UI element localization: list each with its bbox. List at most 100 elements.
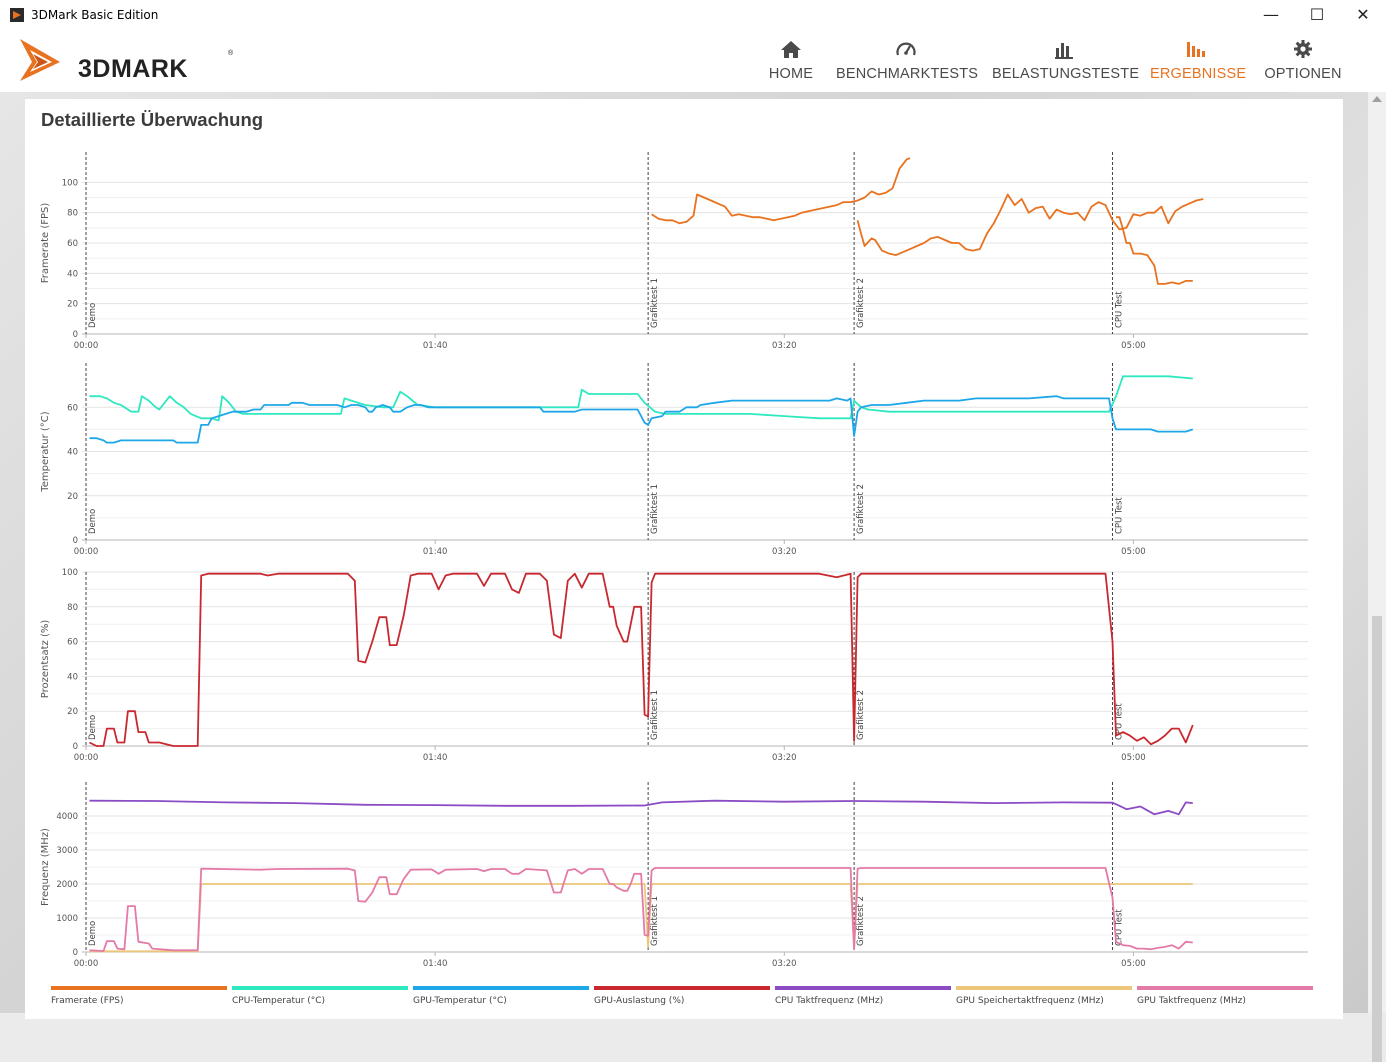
logo-text: 3DMARK [78,55,188,83]
nav-home-label: HOME [768,66,814,82]
y-tick-label: 20 [67,300,78,310]
scroll-up-arrow-icon[interactable] [1372,96,1382,102]
results-chart-icon [1187,42,1205,57]
x-tick-label: 01:40 [423,547,448,557]
window-titlebar: 3DMark Basic Edition — ☐ ✕ [0,0,1386,30]
y-tick-label: 80 [67,603,78,613]
chart-framerate: 0 20 40 60 80 100 00:00 01:40 03:20 05:00 Framerat… [40,152,1308,351]
legend-label: CPU Taktfrequenz (MHz) [775,996,884,1006]
panel-title: Detaillierte Überwachung [41,109,264,130]
nav-benchmarktests-label: BENCHMARKTESTS [836,66,979,82]
minimize-button[interactable]: — [1263,5,1279,24]
legend-color-swatch [232,986,408,990]
y-tick-label: 0 [73,948,78,958]
gear-icon [1294,40,1312,58]
x-tick-label: 03:20 [772,959,797,969]
x-tick-label: 05:00 [1121,959,1146,969]
y-tick-label: 60 [67,638,78,648]
y-tick-label: 100 [62,178,78,188]
test-marker-label: CPU Test [1114,703,1124,740]
x-tick-label: 03:20 [772,547,797,557]
legend-label: Framerate (FPS) [51,996,124,1006]
series-line-framerate-fps [1116,216,1193,285]
monitoring-charts: 0 20 40 60 80 100 00:00 01:40 03:20 05:00 Framerat… [40,152,1308,969]
nav-ergebnisse-label: ERGEBNISSE [1150,66,1247,82]
y-axis-label: Framerate (FPS) [40,203,51,284]
legend-color-swatch [775,986,951,990]
legend-color-swatch [51,986,227,990]
nav-home[interactable]: HOME [762,30,820,92]
y-tick-label: 1000 [56,914,78,924]
x-tick-label: 05:00 [1121,753,1146,763]
x-tick-label: 01:40 [423,959,448,969]
logo-registered-mark: ® [228,50,234,57]
3dmark-logo[interactable]: 3DMARK ® [16,36,233,87]
legend-label: GPU-Auslastung (%) [594,996,685,1006]
x-tick-label: 00:00 [74,547,99,557]
y-tick-label: 40 [67,448,78,458]
y-tick-label: 60 [67,239,78,249]
legend-color-swatch [413,986,589,990]
bar-chart-icon [1055,43,1073,59]
legend-label: GPU Taktfrequenz (MHz) [1137,996,1246,1006]
legend-color-swatch [956,986,1132,990]
window-title: 3DMark Basic Edition [31,8,159,22]
y-axis-label: Frequenz (MHz) [40,828,51,906]
series-line-gpu-taktfrequenz-mhz [89,867,1193,952]
logo-mark-icon [20,39,60,81]
y-tick-label: 4000 [56,812,78,822]
y-tick-label: 40 [67,672,78,682]
series-line-framerate-fps [651,157,911,225]
test-marker-label: Demo [88,715,98,740]
app-header: 3DMARK ® HOME BENCHMARKTESTS BELASTUNGST… [0,30,1386,92]
test-marker-label: Grafiktest 2 [856,484,866,534]
test-marker-label: Grafiktest 1 [650,896,660,946]
test-marker-label: Grafiktest 1 [650,484,660,534]
nav-optionen-label: OPTIONEN [1264,66,1342,82]
x-tick-label: 03:20 [772,753,797,763]
y-tick-label: 100 [62,568,78,578]
nav-optionen[interactable]: OPTIONEN [1260,30,1346,92]
x-tick-label: 00:00 [74,959,99,969]
test-marker-label: CPU Test [1114,291,1124,328]
chart-gpu-load: 0 20 40 60 80 100 00:00 01:40 03:20 05:00 Prozents… [40,568,1308,763]
nav-benchmarktests[interactable]: BENCHMARKTESTS [836,30,979,92]
y-axis-label: Prozentsatz (%) [40,620,51,699]
nav-belastungsteste-label: BELASTUNGSTESTE [992,66,1140,82]
x-tick-label: 05:00 [1121,547,1146,557]
x-tick-label: 03:20 [772,341,797,351]
gauge-icon [896,42,916,56]
close-button[interactable]: ✕ [1356,5,1370,24]
y-tick-label: 0 [73,330,78,340]
x-tick-label: 01:40 [423,753,448,763]
legend-label: CPU-Temperatur (°C) [232,996,326,1006]
series-line-framerate-fps [856,193,1204,256]
scrollbar-thumb[interactable] [1372,616,1382,1062]
vertical-scrollbar[interactable] [1368,92,1386,1062]
legend-color-swatch [1137,986,1313,990]
nav-belastungsteste[interactable]: BELASTUNGSTESTE [992,30,1140,92]
series-line-gpu-auslastung [89,572,1194,747]
series-line-cpu-taktfrequenz-mhz [89,799,1193,816]
y-tick-label: 2000 [56,880,78,890]
y-tick-label: 20 [67,707,78,717]
y-tick-label: 80 [67,209,78,219]
maximize-button[interactable]: ☐ [1309,5,1325,24]
chart-temperature: 0 20 40 60 00:00 01:40 03:20 05:00 Temperatur (°… [40,363,1308,557]
test-marker-label: CPU Test [1114,497,1124,534]
legend-label: GPU-Temperatur (°C) [413,996,507,1006]
chart-frequency: 0 1000 2000 3000 4000 00:00 01:40 03:20 05:00 Fre… [40,782,1308,969]
y-tick-label: 40 [67,269,78,279]
series-line-gpu-temperatur-c [89,395,1194,444]
y-tick-label: 3000 [56,846,78,856]
test-marker-label: Grafiktest 1 [650,278,660,328]
x-tick-label: 01:40 [423,341,448,351]
home-icon [781,41,801,58]
y-tick-label: 20 [67,492,78,502]
test-marker-label: Grafiktest 2 [856,690,866,740]
test-marker-label: CPU Test [1114,909,1124,946]
x-tick-label: 00:00 [74,341,99,351]
x-tick-label: 00:00 [74,753,99,763]
nav-ergebnisse[interactable]: ERGEBNISSE [1150,30,1247,92]
test-marker-label: Demo [88,509,98,534]
